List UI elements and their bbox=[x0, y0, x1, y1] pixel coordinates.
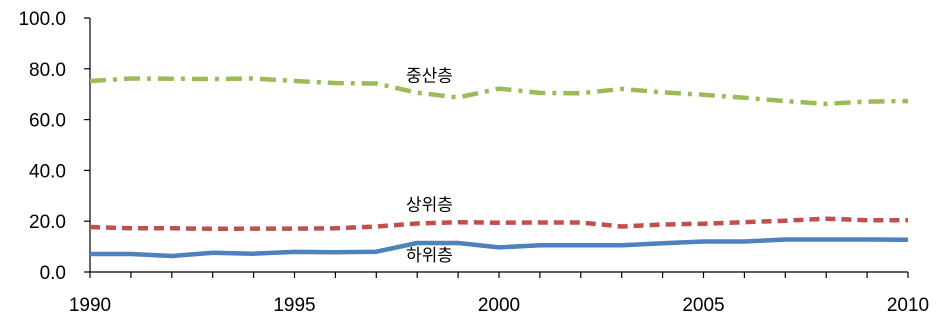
y-tick-label: 80.0 bbox=[29, 60, 66, 81]
x-tick-label: 1995 bbox=[273, 295, 315, 316]
x-tick-label: 1990 bbox=[69, 295, 111, 316]
series-line-1 bbox=[89, 216, 908, 232]
y-tick-label: 20.0 bbox=[29, 212, 66, 233]
series-name-label: 상위층 bbox=[406, 195, 453, 215]
series-lines bbox=[89, 76, 909, 259]
x-tick-label: 2000 bbox=[478, 295, 520, 316]
chart-axes bbox=[84, 17, 909, 278]
y-tick-label: 100.0 bbox=[18, 9, 66, 30]
tick-labels: 0.0 20.0 40.0 60.0 80.0 100.0 1990 1995 2000 2005… bbox=[18, 9, 929, 316]
y-tick-label: 0.0 bbox=[40, 263, 66, 284]
x-tick-label: 2005 bbox=[682, 295, 724, 316]
y-tick-label: 60.0 bbox=[29, 111, 66, 132]
series-name-label: 중산층 bbox=[406, 67, 453, 87]
series-line-0 bbox=[89, 76, 909, 107]
x-tick-label: 2010 bbox=[887, 295, 929, 316]
y-tick-label: 40.0 bbox=[29, 161, 66, 182]
series-line-2 bbox=[90, 237, 909, 259]
series-name-label: 하위층 bbox=[406, 246, 453, 266]
